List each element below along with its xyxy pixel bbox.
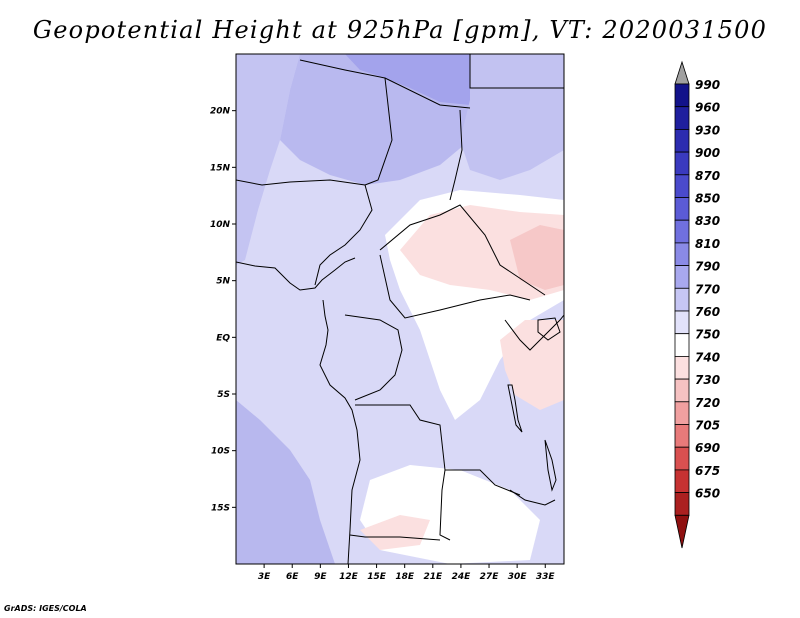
colorbar-label: 760 [695,305,720,319]
y-tick-label: 15N [210,163,231,173]
border-libya-chad [364,77,393,186]
colorbar-segment [674,197,690,221]
colorbar-label: 810 [695,237,720,251]
colorbar-segment [674,83,690,108]
border-east-africa [504,314,564,351]
colorbar: 990 960 930 900 870 850 830 810 790 770 760 750 740 7… [674,60,720,549]
colorbar-bottom-arrow [674,514,690,549]
height-field [236,54,564,564]
colorbar-segment [674,401,690,425]
colorbar-segment [674,128,690,153]
coastline-west-africa [236,257,356,291]
field-northeast [460,54,564,180]
grads-credit: GrADS: IGES/COLA [4,604,87,613]
colorbar-label: 650 [695,487,720,501]
colorbar-label: 690 [695,441,720,455]
y-tick-label: 20N [210,107,231,117]
colorbar-segment [674,242,690,266]
border-drc-angola [355,404,521,496]
colorbar-segment [674,106,690,130]
colorbar-segment [674,174,690,198]
colorbar-label: 750 [695,328,720,342]
colorbar-label: 675 [695,464,720,478]
field-atlantic [236,54,300,265]
colorbar-segment [674,355,690,380]
border-car-drc [379,254,531,319]
field-south-pink [360,515,430,550]
x-tick-label: 30E [508,572,528,582]
border-angola-zambia [439,469,451,541]
map-title: Geopotential Height at 925hPa [gpm], VT:… [32,16,768,44]
colorbar-segment [674,310,690,335]
colorbar-label: 720 [695,396,720,410]
colorbar-label: 990 [695,78,720,92]
x-tick-label: 15E [367,572,387,582]
colorbar-segment [674,492,690,516]
coastline-central-africa [319,299,361,564]
colorbar-segment [674,333,690,357]
colorbar-label: 960 [695,101,720,115]
field-east-pink [510,225,564,290]
colorbar-label: 830 [695,214,720,228]
field-southwest [236,400,335,564]
colorbar-label: 705 [695,419,720,433]
colorbar-label: 930 [695,123,720,137]
x-tick-label: 33E [536,572,556,582]
lake-tanganyika [507,384,523,433]
x-tick-label: 27E [480,572,500,582]
lake-victoria [537,317,561,341]
x-tick-label: 12E [339,572,359,582]
lake-malawi [544,439,557,492]
border-tropic-north [469,54,564,89]
colorbar-segment [674,378,690,403]
x-axis: 3E 6E 9E 12E 15E 18E 21E 24E 27E 30E 33E [258,564,556,582]
border-niger-nigeria [236,179,366,186]
x-tick-label: 6E [286,572,299,582]
colorbar-segment [674,265,690,289]
x-tick-label: 9E [314,572,327,582]
map-frame [235,53,565,565]
border-nigeria-cameroon [314,184,373,286]
colorbar-label: 740 [695,350,720,364]
border-car [379,204,546,296]
y-tick-label: 10S [211,447,230,457]
colorbar-segment [674,287,690,312]
colorbar-label: 850 [695,192,720,206]
colorbar-segment [674,151,690,176]
colorbar-label: 790 [695,260,720,274]
colorbar-label: 900 [695,146,720,160]
border-zambia-malawi [509,489,556,506]
border-angola-namibia [349,534,441,541]
x-tick-label: 21E [423,572,443,582]
y-tick-label: 10N [210,220,231,230]
y-axis: 20N 15N 10N 5N EQ 5S 10S 15S [210,107,236,513]
field-lakes-pink [500,320,564,410]
colorbar-segment [674,446,690,471]
border-congo-drc [344,314,403,401]
colorbar-label: 730 [695,373,720,387]
y-tick-label: 5N [216,277,230,287]
map-boundaries [236,54,564,564]
x-tick-label: 24E [452,572,472,582]
y-tick-label: 5S [217,390,230,400]
field-sahara-deep [345,54,470,105]
y-tick-label: EQ [216,333,230,343]
colorbar-top-arrow [674,60,690,85]
colorbar-label: 770 [695,282,720,296]
x-tick-label: 3E [258,572,271,582]
colorbar-segment [674,219,690,244]
colorbar-segment [674,469,690,493]
x-tick-label: 18E [395,572,415,582]
border-chad-sudan [449,109,463,201]
colorbar-segment [674,424,690,448]
y-tick-label: 15S [211,503,230,513]
colorbar-label: 870 [695,169,720,183]
